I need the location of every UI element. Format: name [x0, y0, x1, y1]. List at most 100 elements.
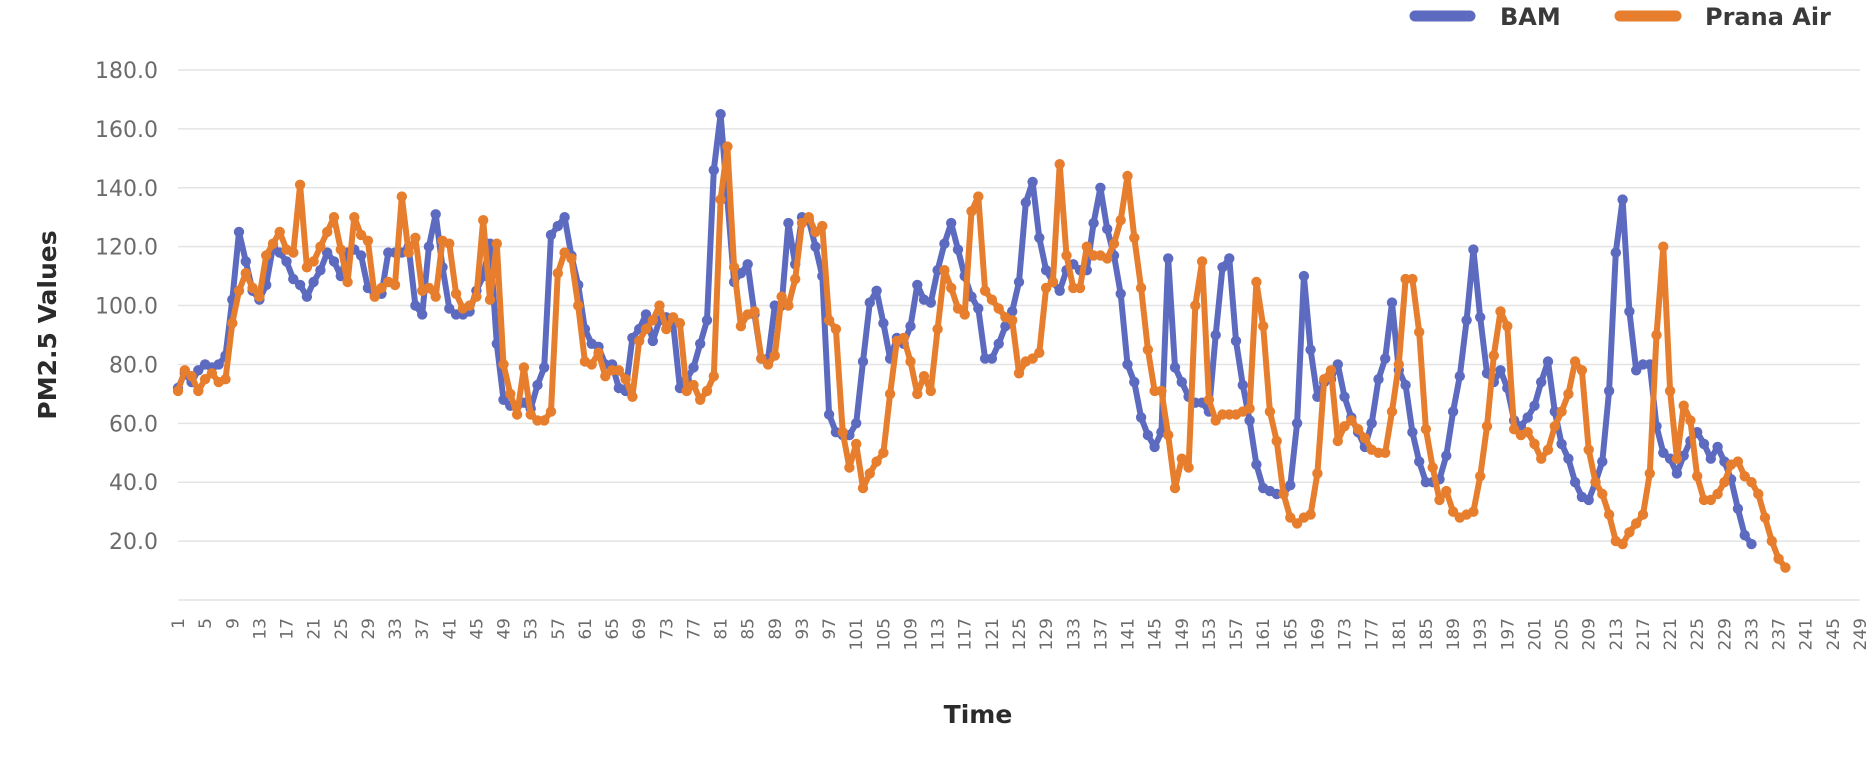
data-point-prana-air[interactable] [518, 362, 530, 373]
data-point-prana-air[interactable] [1339, 421, 1350, 432]
data-point-prana-air[interactable] [857, 482, 869, 494]
data-point-bam[interactable] [1556, 438, 1567, 450]
data-point-prana-air[interactable] [1719, 477, 1730, 488]
data-point-bam[interactable] [1149, 441, 1160, 453]
data-point-prana-air[interactable] [525, 409, 536, 420]
data-point-prana-air[interactable] [708, 371, 719, 382]
data-point-bam[interactable] [1176, 376, 1188, 388]
data-point-prana-air[interactable] [1556, 406, 1567, 417]
data-point-prana-air[interactable] [790, 273, 801, 285]
data-point-bam[interactable] [233, 226, 245, 238]
data-point-prana-air[interactable] [1624, 527, 1635, 538]
data-point-prana-air[interactable] [701, 385, 713, 397]
data-point-prana-air[interactable] [959, 309, 970, 320]
data-point-bam[interactable] [1542, 356, 1554, 367]
data-point-bam[interactable] [308, 276, 319, 288]
data-point-bam[interactable] [1210, 329, 1221, 341]
data-point-prana-air[interactable] [1291, 518, 1303, 529]
data-point-bam[interactable] [1088, 217, 1099, 229]
data-point-prana-air[interactable] [240, 268, 251, 279]
data-point-bam[interactable] [1373, 374, 1384, 385]
data-point-prana-air[interactable] [1773, 553, 1784, 564]
data-point-prana-air[interactable] [301, 262, 313, 273]
data-point-prana-air[interactable] [647, 315, 658, 326]
data-point-prana-air[interactable] [1414, 326, 1425, 338]
data-point-prana-air[interactable] [1447, 506, 1459, 517]
data-point-prana-air[interactable] [247, 282, 258, 294]
data-point-bam[interactable] [423, 241, 435, 252]
data-point-prana-air[interactable] [1325, 365, 1337, 376]
data-point-bam[interactable] [1298, 270, 1310, 282]
data-point-prana-air[interactable] [491, 238, 502, 249]
data-point-prana-air[interactable] [1522, 427, 1533, 438]
data-point-bam[interactable] [939, 238, 950, 249]
data-point-prana-air[interactable] [1712, 488, 1723, 500]
data-point-bam[interactable] [1671, 468, 1683, 479]
data-point-bam[interactable] [1603, 385, 1615, 397]
data-point-prana-air[interactable] [1305, 509, 1316, 520]
data-point-bam[interactable] [559, 212, 570, 223]
data-point-bam[interactable] [532, 379, 543, 391]
data-point-prana-air[interactable] [254, 291, 265, 302]
data-point-prana-air[interactable] [654, 300, 665, 311]
data-point-bam[interactable] [1468, 244, 1479, 255]
data-point-bam[interactable] [1244, 415, 1255, 426]
data-point-prana-air[interactable] [1427, 462, 1438, 473]
data-point-prana-air[interactable] [728, 262, 740, 273]
data-point-prana-air[interactable] [1169, 482, 1181, 494]
data-point-prana-air[interactable] [674, 318, 686, 329]
data-point-prana-air[interactable] [1488, 350, 1500, 361]
data-point-bam[interactable] [1040, 265, 1052, 276]
data-point-bam[interactable] [708, 164, 719, 176]
data-point-prana-air[interactable] [783, 300, 794, 311]
data-point-prana-air[interactable] [274, 226, 285, 238]
data-point-prana-air[interactable] [925, 385, 936, 397]
data-point-prana-air[interactable] [1061, 250, 1072, 261]
data-point-prana-air[interactable] [640, 323, 652, 335]
data-point-prana-air[interactable] [552, 268, 563, 279]
data-point-prana-air[interactable] [288, 247, 299, 258]
data-point-bam[interactable] [1163, 253, 1174, 264]
data-point-prana-air[interactable] [1040, 282, 1052, 294]
data-point-prana-air[interactable] [1631, 518, 1642, 529]
data-point-prana-air[interactable] [769, 350, 780, 361]
data-point-bam[interactable] [1115, 288, 1126, 299]
data-point-bam[interactable] [417, 309, 428, 320]
data-point-prana-air[interactable] [1664, 385, 1676, 397]
data-point-bam[interactable] [946, 217, 957, 229]
data-point-prana-air[interactable] [1312, 468, 1323, 479]
data-point-bam[interactable] [1461, 315, 1472, 326]
data-point-prana-air[interactable] [1617, 538, 1628, 550]
data-point-bam[interactable] [993, 338, 1004, 349]
data-point-prana-air[interactable] [796, 217, 808, 229]
data-point-bam[interactable] [1563, 453, 1574, 464]
data-point-prana-air[interactable] [362, 235, 374, 246]
data-point-prana-air[interactable] [1156, 385, 1167, 397]
data-point-bam[interactable] [1536, 376, 1547, 388]
data-point-prana-air[interactable] [837, 427, 848, 438]
data-point-bam[interactable] [823, 409, 835, 420]
data-point-bam[interactable] [973, 303, 984, 314]
data-point-prana-air[interactable] [1766, 535, 1778, 547]
data-point-prana-air[interactable] [735, 321, 747, 332]
data-point-prana-air[interactable] [884, 388, 896, 400]
data-point-bam[interactable] [1027, 176, 1038, 188]
data-point-prana-air[interactable] [715, 194, 726, 205]
data-point-prana-air[interactable] [864, 468, 875, 479]
data-point-bam[interactable] [742, 259, 753, 270]
data-point-prana-air[interactable] [952, 303, 964, 314]
data-point-prana-air[interactable] [566, 253, 577, 264]
data-point-bam[interactable] [1366, 418, 1377, 429]
data-point-bam[interactable] [1305, 344, 1316, 355]
data-point-prana-air[interactable] [1251, 276, 1262, 288]
data-point-bam[interactable] [1224, 253, 1235, 264]
data-point-prana-air[interactable] [1102, 253, 1113, 264]
data-point-prana-air[interactable] [464, 300, 475, 311]
data-point-prana-air[interactable] [1753, 488, 1764, 500]
data-point-prana-air[interactable] [667, 312, 679, 323]
data-point-prana-air[interactable] [593, 347, 604, 358]
data-point-bam[interactable] [315, 265, 326, 276]
data-point-prana-air[interactable] [1420, 424, 1432, 435]
data-point-prana-air[interactable] [1685, 415, 1696, 426]
data-point-prana-air[interactable] [1671, 453, 1683, 464]
